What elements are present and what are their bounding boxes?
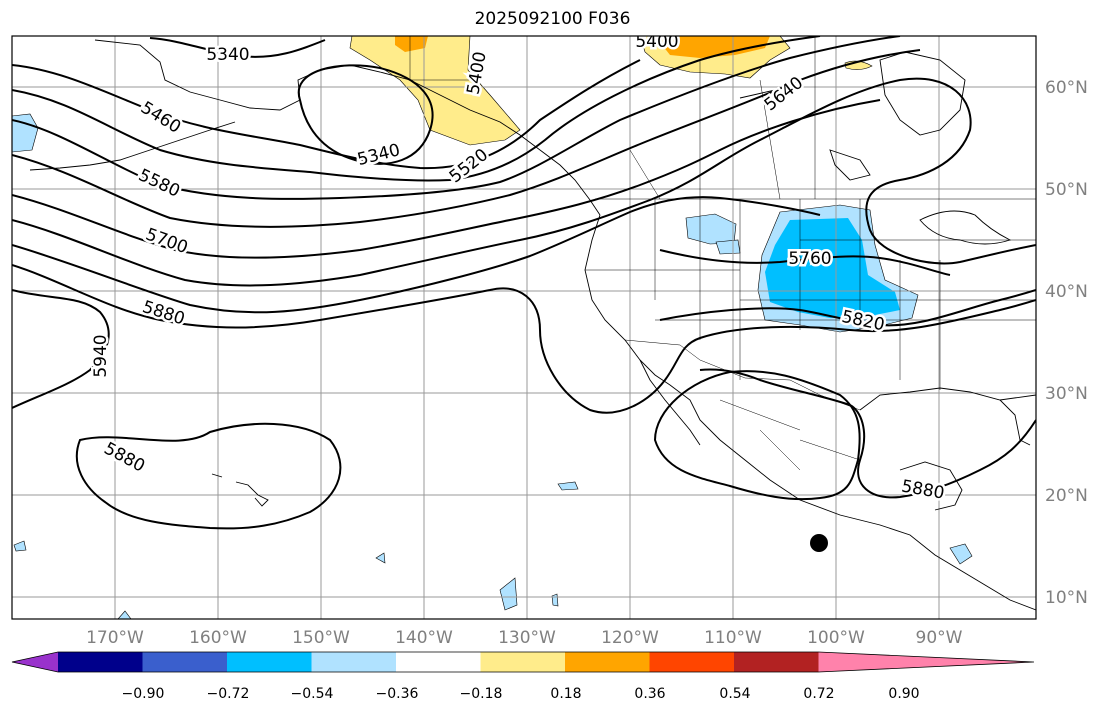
lon-label: 140°W [395,628,453,648]
contour-5760 [12,77,1036,287]
fill-neg-pacific-3 [375,552,386,564]
borders [409,36,1036,471]
colorbar-swatch [311,652,397,672]
lon-label: 130°W [498,628,556,648]
contour-5340-loop [297,64,434,165]
contour-5760-inner [659,249,951,276]
colorbar-tick: 0.90 [888,686,919,702]
lon-label: 90°W [916,628,963,648]
colorbar-tick: 0.72 [803,686,834,702]
contour-5640 [12,49,921,228]
contour-label: 5940 [91,334,111,377]
colorbar-outline [11,651,1035,673]
colorbar-tick-labels: −0.90 −0.72 −0.54 −0.36 −0.18 0.18 0.36 … [122,686,920,702]
aleutians [29,121,236,171]
colorbar-tick: −0.54 [291,686,334,702]
colorbar-tick: −0.90 [122,686,165,702]
colorbar-swatch [396,652,481,672]
contour-5940 [12,289,110,409]
longitude-labels: 170°W 160°W 150°W 140°W 130°W 120°W 110°… [86,628,963,648]
contour-5880-mexico [653,370,861,501]
contour-5580 [12,36,901,200]
contour-label: 5400 [635,32,678,52]
fill-neg-plains-core [765,218,900,318]
fill-pos-canada-core [655,36,770,58]
fill-neg-pacific-5 [117,610,132,619]
colorbar-tick: 0.36 [634,686,665,702]
colorbar-tick: 0.54 [719,686,750,702]
colorbar-tick: 0.18 [550,686,581,702]
contour-5880-hawaii [75,422,342,530]
map-frame [11,35,1037,620]
contour-5520 [12,36,821,182]
colorbar-tick: −0.36 [376,686,419,702]
lat-label: 50°N [1045,180,1088,200]
lat-label: 60°N [1045,78,1088,98]
colorbar-swatch [480,652,566,672]
fill-neg-pacific-2 [557,481,579,491]
fill-pos-gulf-alaska-core [395,36,428,52]
fill-pos-gulf-alaska [349,36,521,146]
hawaii [211,473,269,507]
colorbar-swatch [58,652,143,672]
west-coast [584,214,1036,611]
lon-label: 170°W [86,628,144,648]
colorbar: −0.90 −0.72 −0.54 −0.36 −0.18 0.18 0.36 … [11,651,1035,702]
lat-label: 30°N [1045,384,1088,404]
map-content: 5340 5460 5580 5700 5880 5940 5880 5340 … [12,32,1036,619]
fill-neg-pacific-1 [499,577,518,611]
colorbar-tick: −0.72 [207,686,250,702]
colorbar-swatch [649,652,735,672]
contours [12,36,1036,530]
lat-label: 10°N [1045,588,1088,608]
lon-label: 150°W [292,628,350,648]
canada-provinces [629,36,816,200]
lon-label: 160°W [189,628,247,648]
latitude-labels: 60°N 50°N 40°N 30°N 20°N 10°N [1045,78,1088,608]
colorbar-tick: −0.18 [460,686,503,702]
fill-neg-utah [715,239,741,255]
florida [999,399,1031,446]
contour-label: 5760 [788,249,831,269]
colorbar-swatch [565,652,650,672]
colorbar-extend-right [818,652,1034,672]
fill-neg-west-pacific [12,113,39,153]
colorbar-swatch [227,652,312,672]
map-title: 2025092100 F036 [474,9,631,29]
fill-neg-pacific-6 [551,593,559,607]
arctic-islands [739,89,871,181]
us-mexico-border [624,339,861,411]
fill-neg-pacific-4 [13,540,27,552]
lat-label: 40°N [1045,282,1088,302]
colorbar-extend-left [12,652,58,672]
mexico-states [719,399,861,471]
lat-label: 20°N [1045,486,1088,506]
colorbar-swatch [734,652,819,672]
fill-neg-central-america [949,543,973,565]
contour-label: 5340 [206,45,249,65]
location-marker [810,534,828,552]
colorbar-swatches [11,651,1035,673]
contour-5820 [12,196,1036,327]
baja [639,359,701,446]
contour-5880-south [699,368,1036,499]
contour-5700 [12,99,881,259]
shading-fills [12,36,973,619]
contour-5880-main [12,264,1036,414]
contour-5460 [12,59,641,170]
lon-label: 100°W [807,628,865,648]
contour-5340-west [149,37,326,58]
lon-label: 120°W [601,628,659,648]
hudson-bay [879,51,966,136]
lon-label: 110°W [704,628,762,648]
colorbar-swatch [142,652,228,672]
